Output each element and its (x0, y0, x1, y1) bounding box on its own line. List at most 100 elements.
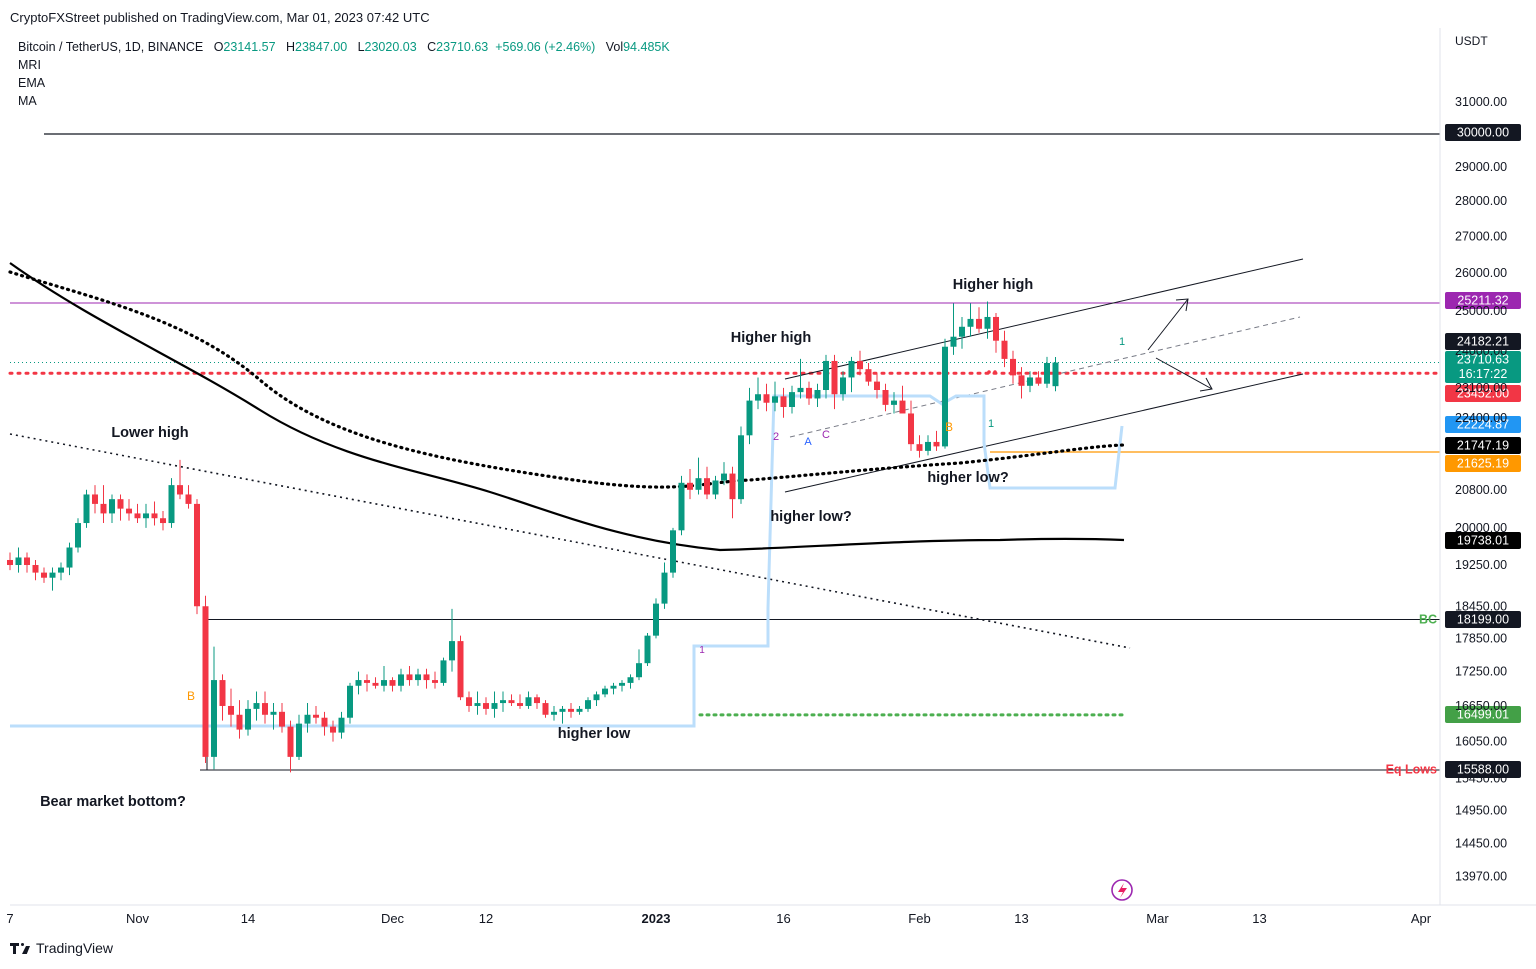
tradingview-logo-icon (10, 941, 30, 955)
channel-top (784, 258, 1304, 380)
candle-body (874, 381, 880, 391)
candle-body (245, 708, 251, 730)
candle-body (593, 694, 600, 701)
annotation-label: Higher high (953, 277, 1034, 293)
y-tick-label: 13970.00 (1455, 869, 1507, 883)
candle-body (976, 318, 982, 329)
annotation-label: higher low? (770, 509, 852, 525)
candle-body (194, 503, 200, 607)
candle-body (24, 557, 30, 566)
candle-body (967, 318, 974, 327)
indicator-ema[interactable]: EMA (18, 76, 46, 90)
candle-body (1027, 377, 1033, 386)
candle-body (457, 641, 464, 698)
candle-body (568, 708, 574, 712)
candle-body (1035, 377, 1042, 384)
y-tick-label: 19250.00 (1455, 558, 1507, 572)
candle-body (1018, 375, 1025, 386)
annotation-label: higher low (558, 726, 631, 742)
symbol-legend: Bitcoin / TetherUS, 1D, BINANCE O23141.5… (18, 38, 670, 110)
candle-body (355, 680, 362, 686)
arrow-up-line (1147, 298, 1189, 351)
y-tick-label: 16050.00 (1455, 735, 1507, 749)
candle-body (831, 360, 838, 395)
price-tag-text: 16499.01 (1457, 708, 1509, 722)
price-tag-bc (1445, 611, 1521, 628)
x-tick-label: 12 (479, 911, 493, 926)
x-tick-label: Nov (126, 911, 150, 926)
candle-body (865, 369, 872, 382)
x-tick-label: 13 (1014, 911, 1028, 926)
marker-2: 2 (773, 431, 779, 443)
candle-body (389, 680, 396, 686)
candle-body (287, 726, 294, 757)
candle-body (440, 660, 447, 683)
price-tag-text: 23710.63 (1457, 353, 1509, 367)
marker-a: A (804, 436, 812, 448)
price-tag-eq-lows (1445, 761, 1521, 778)
candle-body (75, 523, 81, 548)
red-dot (993, 370, 997, 374)
annotation-label: higher low? (927, 470, 1009, 486)
candle-body (891, 400, 897, 405)
candle-body (58, 567, 64, 573)
published-line: CryptoFXStreet published on TradingView.… (10, 10, 430, 25)
candle-body (933, 441, 940, 447)
footer-brand[interactable]: TradingView (10, 940, 113, 956)
candle-body (925, 441, 931, 451)
candle-body (449, 641, 455, 661)
countdown-text: 16:17:22 (1459, 367, 1508, 381)
price-tag-ema (1445, 437, 1521, 454)
candle-body (1052, 362, 1059, 387)
channel-bottom (784, 373, 1304, 493)
price-tag-text: 21625.19 (1457, 457, 1509, 471)
candle-body (551, 711, 557, 715)
candle-body (627, 677, 634, 683)
candle-body (330, 726, 336, 733)
y-tick-label: 15450.00 (1455, 772, 1507, 786)
candle-body (789, 392, 795, 408)
indicator-ma[interactable]: MA (18, 94, 37, 108)
candle-body (338, 717, 345, 733)
candle-body (644, 635, 651, 664)
y-tick-label: 16650.00 (1455, 699, 1507, 713)
high-value: 23847.00 (295, 40, 348, 54)
candle-body (100, 503, 107, 514)
candle-body (177, 485, 183, 495)
candles-layer (7, 301, 1059, 773)
y-tick-label: 24000.00 (1455, 344, 1507, 358)
level-tag-eq-lows: Eq Lows (1386, 763, 1437, 777)
annotation-label: Bear market bottom? (40, 794, 186, 810)
candle-body (296, 723, 302, 757)
candle-body (347, 685, 353, 718)
candle-body (483, 703, 489, 709)
overlay-layer: B 2 AC B 1 1 1 Lower high Higher high Higher high… (40, 277, 1133, 901)
vol-value: 94.485K (623, 40, 670, 54)
candle-body (491, 703, 498, 709)
y-tick-label: 23100.00 (1455, 381, 1507, 395)
marker-b-left: B (187, 689, 195, 703)
x-tick-label: Mar (1146, 911, 1169, 926)
symbol-name[interactable]: Bitcoin / TetherUS, 1D, BINANCE (18, 40, 204, 54)
x-tick-label: Feb (908, 911, 930, 926)
candle-body (576, 708, 583, 712)
candle-body (423, 674, 430, 681)
candle-body (695, 478, 702, 490)
marker-c: C (822, 429, 830, 441)
candle-body (7, 559, 13, 566)
candle-body (202, 606, 209, 757)
red-dot (987, 370, 991, 374)
candle-body (262, 703, 268, 715)
candle-body (151, 513, 158, 519)
y-tick-label: 31000.00 (1455, 95, 1507, 109)
candle-body (636, 663, 642, 678)
indicator-mri[interactable]: MRI (18, 58, 41, 72)
candle-body (610, 685, 617, 689)
tradingview-brand: TradingView (36, 940, 114, 956)
candle-body (772, 396, 778, 403)
candle-body (508, 700, 515, 704)
price-tag-resistance (1445, 292, 1521, 309)
price-tag-last-price (1445, 351, 1521, 383)
candle-body (899, 400, 906, 414)
